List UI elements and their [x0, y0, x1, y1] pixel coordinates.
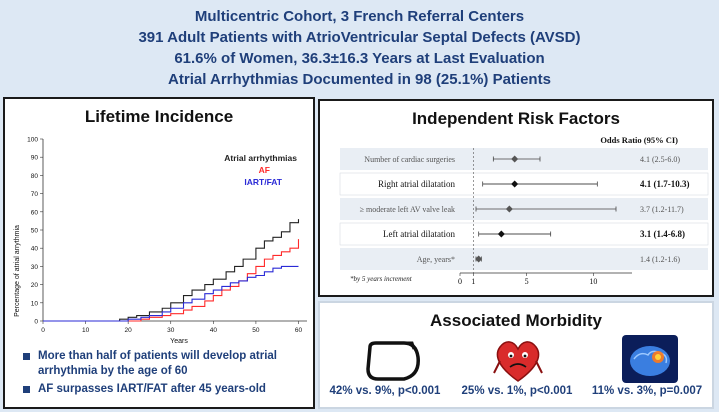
forest-row-label: Age, years*: [417, 255, 455, 264]
morbidity-stat-heart-failure: 25% vs. 1%, p<0.001: [461, 385, 573, 397]
x-tick-label: 10: [82, 327, 90, 334]
legend-af: AF: [259, 165, 270, 175]
footnote: *by 5 years increment: [350, 275, 412, 283]
forest-row-label: Right atrial dilatation: [378, 179, 455, 189]
forest-row-ci: 1.4 (1.2-1.6): [640, 255, 680, 264]
header: Multicentric Cohort, 3 French Referral C…: [0, 0, 719, 96]
legend-atrial-arrhythmias: Atrial arrhythmias: [224, 153, 297, 163]
bullet-square-icon: [23, 353, 30, 360]
bullet-text: AF surpasses IART/FAT after 45 years-old: [38, 383, 266, 395]
brain-stroke-icon: [622, 335, 678, 383]
morbidity-stat-pacemaker: 42% vs. 9%, p<0.001: [329, 385, 441, 397]
estimate-marker: [497, 230, 505, 238]
y-tick-label: 10: [31, 300, 39, 307]
x-tick-label: 60: [295, 327, 303, 334]
forest-x-tick-label: 1: [471, 277, 475, 286]
estimate-marker: [511, 180, 519, 188]
morbidity-stat-stroke: 11% vs. 3%, p=0.007: [591, 385, 703, 397]
forest-row-ci: 4.1 (2.5-6.0): [640, 155, 680, 164]
lifetime-incidence-title: Lifetime Incidence: [84, 107, 234, 126]
y-tick-label: 80: [31, 173, 39, 180]
heart-failure-icon: [493, 341, 543, 382]
forest-row-ci: 4.1 (1.7-10.3): [640, 179, 690, 189]
forest-row-ci: 3.1 (1.4-6.8): [640, 229, 685, 239]
y-tick-label: 90: [31, 155, 39, 162]
odds-ratio-header: Odds Ratio (95% CI): [600, 135, 678, 145]
risk-factors-title: Independent Risk Factors: [412, 109, 620, 128]
forest-row-label: Left atrial dilatation: [383, 229, 455, 239]
associated-morbidity-panel: Associated Morbidity 42% vs. 9%, p<0.001…: [318, 301, 714, 409]
forest-x-tick-label: 10: [589, 277, 597, 286]
series-line-2: [43, 265, 299, 322]
x-tick-label: 30: [167, 327, 175, 334]
series-line-0: [43, 219, 300, 322]
bullet-item: AF surpasses IART/FAT after 45 years-old: [23, 382, 313, 397]
header-line-2: 391 Adult Patients with AtrioVentricular…: [138, 29, 581, 46]
forest-row-band: [340, 248, 708, 270]
y-tick-label: 70: [31, 191, 39, 198]
legend-iart-fat: IART/FAT: [244, 177, 282, 187]
risk-factors-panel: Independent Risk Factors Odds Ratio (95%…: [318, 99, 714, 297]
y-tick-label: 20: [31, 282, 39, 289]
lifetime-incidence-chart: 0 10 20 30 40 50 60 70 80 90 100 0 10 20 30 40 50 60 Perc…: [14, 137, 307, 345]
x-tick-label: 40: [210, 327, 218, 334]
y-tick-label: 40: [31, 246, 39, 253]
lifetime-bullets: More than half of patients will develop …: [23, 349, 313, 400]
estimate-marker: [511, 155, 519, 163]
x-tick-label: 50: [252, 327, 260, 334]
lifetime-incidence-panel: Lifetime Incidence 0 10 20 30 40 50 60 70 80 90 10…: [3, 97, 315, 409]
forest-x-tick-label: 5: [525, 277, 529, 286]
y-tick-label: 0: [34, 319, 38, 326]
forest-row-label: Number of cardiac surgeries: [364, 155, 455, 164]
bullet-square-icon: [23, 386, 30, 393]
y-axis-label: Percentage of atrial arrythmia: [14, 225, 21, 317]
forest-x-tick-label: 0: [458, 277, 462, 286]
series-line-1: [43, 239, 300, 322]
y-tick-label: 30: [31, 264, 39, 271]
y-tick-label: 50: [31, 228, 39, 235]
x-axis-label: Years: [170, 338, 188, 345]
y-tick-label: 100: [27, 137, 38, 144]
x-tick-label: 20: [125, 327, 133, 334]
x-tick-label: 0: [41, 327, 45, 334]
forest-plot: Number of cardiac surgeries 4.1 (2.5-6.0)…: [339, 148, 709, 286]
header-line-1: Multicentric Cohort, 3 French Referral C…: [194, 8, 525, 25]
header-line-4: Atrial Arrhythmias Documented in 98 (25.…: [168, 71, 551, 88]
forest-row-ci: 3.7 (1.2-11.7): [640, 205, 684, 214]
header-line-3: 61.6% of Women, 36.3±16.3 Years at Last …: [174, 50, 545, 67]
estimate-marker: [505, 205, 513, 213]
forest-row-label: ≥ moderate left AV valve leak: [360, 205, 455, 214]
associated-morbidity-title: Associated Morbidity: [430, 311, 602, 330]
bullet-item: More than half of patients will develop …: [23, 349, 313, 379]
bullet-text: More than half of patients will develop …: [38, 350, 277, 377]
pacemaker-icon: [366, 341, 420, 381]
y-tick-label: 60: [31, 209, 39, 216]
estimate-marker: [475, 255, 483, 263]
